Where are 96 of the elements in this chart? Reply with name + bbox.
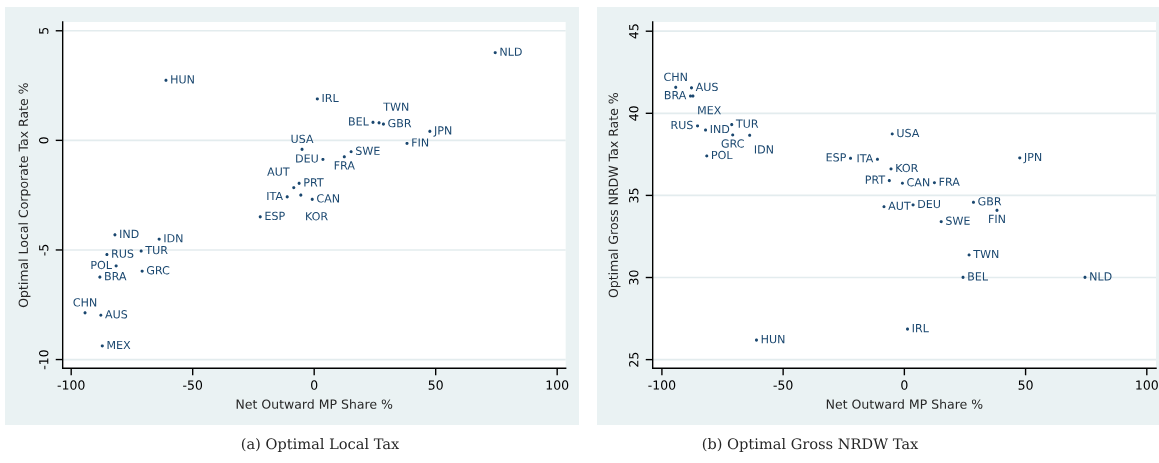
data-label: KOR (306, 212, 328, 221)
data-label: TWN (973, 249, 999, 259)
data-label: IND (120, 229, 139, 238)
x-tick-label: -100 (57, 380, 85, 390)
data-label: SWE (356, 146, 380, 155)
data-label: TUR (145, 246, 168, 255)
data-label: RUS (112, 249, 134, 258)
point (405, 141, 409, 145)
y-axis-title: Optimal Local Corporate Tax Rate % (18, 83, 31, 308)
y-tick-label: 25 (629, 352, 639, 367)
data-label: GBR (978, 197, 1002, 206)
data-label: FRA (939, 177, 960, 186)
x-tick-label: -50 (773, 380, 793, 390)
data-label: PRT (865, 175, 886, 184)
x-tick-label: 0 (311, 380, 318, 390)
point (299, 193, 303, 197)
point (911, 203, 915, 207)
y-tick-label: 30 (629, 270, 639, 285)
data-label: POL (91, 260, 112, 270)
x-tick-label: 0 (901, 380, 908, 390)
data-label: IDN (754, 145, 773, 154)
data-label: JPN (1023, 152, 1042, 164)
data-label: USA (291, 134, 314, 144)
data-label: BEL (349, 117, 369, 126)
data-label: IND (710, 125, 730, 134)
data-label: SWE (946, 216, 970, 225)
x-axis-title: Net Outward MP Share % (236, 399, 393, 409)
data-label: IRL (322, 93, 339, 103)
point (292, 186, 296, 190)
data-label: KOR (896, 163, 919, 173)
data-label: HUN (171, 75, 194, 84)
data-label: IDN (164, 234, 183, 243)
data-label: MEX (698, 106, 721, 115)
x-axis-title: Net Outward MP Share % (826, 399, 983, 409)
point (157, 237, 161, 241)
x-tick-label: 50 (428, 380, 443, 390)
data-label: GBR (388, 118, 412, 128)
data-label: AUT (888, 201, 911, 210)
point (748, 133, 752, 137)
y-tick-label: -10 (39, 350, 49, 370)
data-label: RUS (671, 120, 693, 130)
y-tick-label: 40 (629, 106, 639, 121)
data-label: GRC (721, 139, 744, 148)
text: (a) Optimal Local Tax (241, 437, 400, 453)
data-label: CAN (317, 194, 339, 203)
y-tick-label: -5 (39, 244, 49, 256)
y-tick-label: 45 (629, 24, 639, 39)
data-label: DEU (296, 154, 318, 163)
data-label: ITA (267, 191, 283, 200)
point (371, 120, 375, 124)
data-label: CHN (73, 298, 97, 307)
data-label: BEL (968, 272, 988, 281)
point (961, 275, 965, 279)
data-label: JPN (433, 126, 452, 137)
data-label: BRA (664, 91, 687, 100)
data-label: NLD (1090, 272, 1112, 281)
data-label: TWN (383, 102, 409, 111)
data-label: AUT (267, 167, 290, 176)
data-label: AUS (695, 82, 718, 92)
x-tick-label: -50 (183, 380, 203, 390)
y-axis-title: Optimal Gross NRDW Tax Rate % (608, 92, 621, 298)
point (98, 275, 102, 279)
data-label: FIN (412, 138, 429, 147)
data-label: FIN (989, 214, 1005, 223)
data-label: GRC (146, 266, 170, 275)
x-tick-label: 50 (1018, 380, 1033, 390)
x-tick-label: 100 (546, 380, 569, 390)
data-label: DEU (918, 199, 940, 209)
data-label: IRL (912, 324, 929, 333)
point (310, 197, 314, 201)
point (887, 179, 891, 183)
point (300, 147, 304, 151)
data-label: HUN (761, 335, 785, 344)
x-tick-label: 100 (1136, 380, 1158, 390)
y-tick-label: 0 (39, 137, 49, 144)
text: (b) Optimal Gross NRDW Tax (702, 437, 919, 453)
data-label: AUS (105, 310, 128, 319)
data-label: ESP (826, 153, 846, 162)
data-label: ITA (857, 154, 874, 163)
data-label: POL (712, 150, 733, 160)
y-tick-label: 35 (629, 188, 639, 203)
y-tick-label: 5 (39, 27, 49, 34)
data-label: PRT (304, 178, 324, 187)
data-label: NLD (500, 47, 522, 56)
data-label: CAN (907, 178, 930, 187)
point (730, 123, 734, 127)
x-tick-label: -100 (648, 380, 676, 390)
data-label: CHN (664, 72, 687, 82)
data-label: FRA (334, 161, 355, 170)
point (674, 85, 678, 89)
data-label: TUR (735, 119, 759, 128)
data-label: MEX (107, 340, 131, 350)
data-label: ESP (265, 211, 285, 221)
point (342, 155, 346, 159)
data-label: USA (897, 128, 920, 138)
data-label: BRA (105, 272, 127, 281)
